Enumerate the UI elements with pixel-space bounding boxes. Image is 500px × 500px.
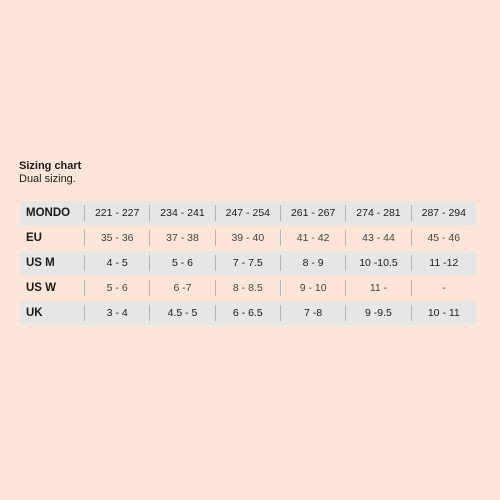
table-cell: 11 -12 [410, 255, 476, 271]
table-cell: 274 - 281 [345, 205, 410, 221]
table-cell: 5 - 6 [84, 280, 149, 296]
row-label: US M [26, 257, 55, 269]
row-label: EU [26, 232, 42, 244]
table-cell: 261 - 267 [279, 205, 345, 221]
table-cell: 234 - 241 [149, 205, 214, 221]
table-cell: 39 - 40 [214, 230, 280, 246]
row-label: MONDO [26, 207, 71, 219]
table-cell: 35 - 36 [84, 230, 149, 246]
table-cell: 9 - 10 [279, 280, 345, 296]
table-cell: 287 - 294 [410, 205, 476, 221]
table-cell: 11 - [345, 280, 410, 296]
table-cell: 247 - 254 [214, 205, 280, 221]
row-label: US W [26, 282, 57, 294]
table-cell: 37 - 38 [149, 230, 214, 246]
table-cell: - [410, 280, 476, 296]
table-cell: 9 -9.5 [345, 305, 410, 321]
table-cell: 7 -8 [279, 305, 345, 321]
table-cell: 43 - 44 [345, 230, 410, 246]
table-row-us-m: US M 4 - 5 5 - 6 7 - 7.5 8 - 9 10 -10.5 … [20, 251, 476, 275]
table-cell: 6 -7 [149, 280, 214, 296]
table-cell: 10 -10.5 [345, 255, 410, 271]
table-cell: 41 - 42 [279, 230, 345, 246]
table-cell: 4 - 5 [84, 255, 149, 271]
table-cell: 8 - 8.5 [214, 280, 280, 296]
table-row-us-w: US W 5 - 6 6 -7 8 - 8.5 9 - 10 11 - - [20, 276, 476, 300]
table-cell: 45 - 46 [410, 230, 476, 246]
table-cell: 6 - 6.5 [214, 305, 280, 321]
row-label: UK [26, 307, 43, 319]
table-cell: 5 - 6 [149, 255, 214, 271]
chart-header: Sizing chart Dual sizing. [19, 159, 81, 186]
sizing-table: MONDO 221 - 227 234 - 241 247 - 254 261 … [20, 201, 476, 326]
table-cell: 10 - 11 [410, 305, 476, 321]
table-cell: 4.5 - 5 [149, 305, 214, 321]
page-title: Sizing chart [19, 160, 82, 172]
table-row-uk: UK 3 - 4 4.5 - 5 6 - 6.5 7 -8 9 -9.5 10 … [20, 301, 476, 325]
table-cell: 221 - 227 [84, 205, 149, 221]
table-cell: 7 - 7.5 [214, 255, 280, 271]
page-subtitle: Dual sizing. [19, 173, 76, 185]
table-cell: 3 - 4 [84, 305, 149, 321]
table-row-eu: EU 35 - 36 37 - 38 39 - 40 41 - 42 43 - … [20, 226, 476, 250]
table-cell: 8 - 9 [279, 255, 345, 271]
table-row-mondo: MONDO 221 - 227 234 - 241 247 - 254 261 … [20, 201, 476, 225]
